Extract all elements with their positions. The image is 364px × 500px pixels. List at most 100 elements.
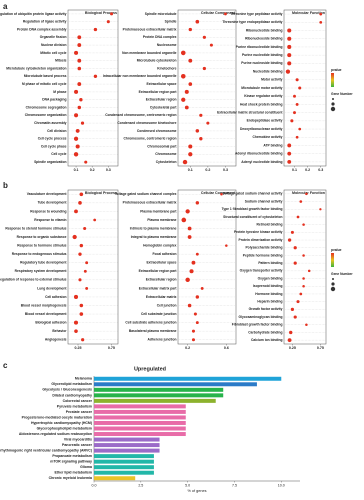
y-tick-label: Plasma membrane part: [140, 209, 177, 213]
y-tick-label: Melanoma: [75, 377, 92, 381]
y-tick-label: Polysaccharide binding: [245, 246, 282, 250]
dot: [302, 284, 305, 288]
y-tick-label: Ribonucleoside binding: [245, 37, 282, 41]
dot: [191, 260, 196, 265]
dot: [287, 53, 292, 58]
dot: [77, 82, 82, 87]
dot: [199, 137, 203, 141]
y-tick-label: Sodium channel activity: [245, 199, 283, 203]
panel-title: Molecular Function: [292, 11, 325, 15]
y-tick-label: Protein DNA complex assembly: [17, 27, 67, 31]
x-tick-label: 0.75: [317, 346, 324, 350]
y-tick-label: M phase of mitotic cell cycle: [22, 82, 67, 86]
y-tick-label: Spindle: [165, 20, 177, 24]
dot: [187, 235, 192, 239]
dot: [77, 66, 82, 71]
plot-frame: [67, 189, 119, 345]
y-tick-label: Growth factor activity: [249, 307, 283, 311]
y-tick-label: Lung development: [37, 286, 67, 290]
y-tick-label: Viral myocarditis: [64, 437, 92, 441]
y-tick-label: Nucleotide binding: [253, 69, 283, 73]
panel-label: a: [3, 2, 8, 11]
dot: [224, 12, 227, 16]
y-tick-label: Cytoskeleton: [156, 160, 177, 164]
dot: [84, 160, 88, 164]
y-tick-label: Intrinsic to plasma membrane: [130, 226, 177, 230]
bar: [94, 432, 186, 437]
y-tick-label: Cytoskeletal part: [150, 105, 177, 109]
x-tick-label: 0.1: [74, 168, 79, 172]
dot: [73, 320, 79, 325]
dot: [290, 307, 295, 311]
dot: [302, 223, 305, 226]
y-tick-label: Hormone binding: [255, 292, 282, 296]
x-tick-label: 0.2: [305, 168, 310, 172]
dot: [220, 193, 223, 196]
y-tick-label: Non membrane bounded organelle: [122, 51, 177, 55]
y-tick-label: Protein DNA complex: [143, 35, 177, 39]
dot: [77, 105, 82, 110]
y-tick-label: Kinetochore: [157, 66, 176, 70]
x-tick-label: 0.6: [224, 346, 229, 350]
legend-gradient: [331, 253, 334, 267]
dot: [106, 20, 110, 24]
dot: [287, 61, 292, 66]
dot: [184, 89, 189, 94]
dot: [299, 292, 303, 296]
dot: [202, 35, 206, 39]
bar: [94, 454, 154, 459]
y-tick-label: Mitotic cell cycle: [40, 51, 66, 55]
y-tick-label: Angiogenesis: [45, 338, 67, 342]
legend-title: Gene Number: [331, 272, 353, 276]
y-tick-label: Nucleosome: [157, 43, 177, 47]
y-tick-label: Regulatory tube development: [20, 261, 67, 265]
y-tick-label: Behavior: [52, 329, 67, 333]
dot: [287, 159, 292, 164]
dot: [78, 201, 82, 205]
dot: [188, 152, 193, 157]
dot: [290, 119, 294, 123]
y-tick-label: Mitosis: [55, 59, 67, 63]
dot: [188, 58, 193, 63]
y-tick-label: Endopeptidase activity: [247, 119, 283, 123]
bar: [94, 398, 216, 403]
dot: [296, 215, 300, 219]
y-tick-label: Chromosome, centromeric region: [124, 137, 177, 141]
y-tick-label: Fibroblast growth factor binding: [232, 323, 283, 327]
dot: [188, 27, 192, 32]
y-tick-label: Chemokine activity: [252, 135, 282, 139]
panel-title: Molecular Function: [292, 191, 325, 195]
bar: [94, 404, 186, 409]
plot-frame: [67, 9, 119, 167]
dot: [85, 286, 89, 290]
dot: [202, 66, 206, 71]
y-tick-label: Aldosterone-regulated sodium reabsorptio…: [19, 432, 92, 436]
x-tick-label: 0.25: [289, 346, 296, 350]
dot: [293, 246, 297, 250]
y-tick-label: Oxygen transporter activity: [240, 269, 283, 273]
dot: [295, 78, 299, 82]
dot: [180, 74, 186, 79]
dot: [77, 43, 82, 48]
dot: [287, 338, 292, 343]
y-tick-label: Integral to plasma membrane: [131, 235, 177, 239]
dot: [181, 217, 187, 223]
x-tick-label: 0.25: [75, 346, 82, 350]
y-tick-label: Cell substrate junction: [141, 312, 177, 316]
dot: [293, 94, 296, 98]
panel-label: b: [3, 181, 8, 190]
y-tick-label: Vasculature development: [27, 192, 68, 196]
y-tick-label: Focal adhesion: [153, 252, 177, 256]
y-tick-label: Pyruvate metabolism: [57, 404, 92, 408]
y-tick-label: Chromosome organization: [25, 113, 67, 117]
y-tick-label: Chronic myeloid leukemia: [49, 476, 92, 480]
dot: [195, 321, 199, 325]
dot: [184, 105, 189, 110]
y-tick-label: Pancreatic cancer: [62, 443, 93, 447]
y-tick-label: Response to endogenous stimulus: [12, 252, 67, 256]
y-tick-label: Spindle microtubule: [145, 12, 177, 16]
x-tick-label: 5.0: [185, 483, 190, 487]
chart-title: Upregulated: [134, 366, 166, 372]
bar: [94, 470, 154, 475]
y-tick-label: DNA packaging: [42, 98, 66, 102]
